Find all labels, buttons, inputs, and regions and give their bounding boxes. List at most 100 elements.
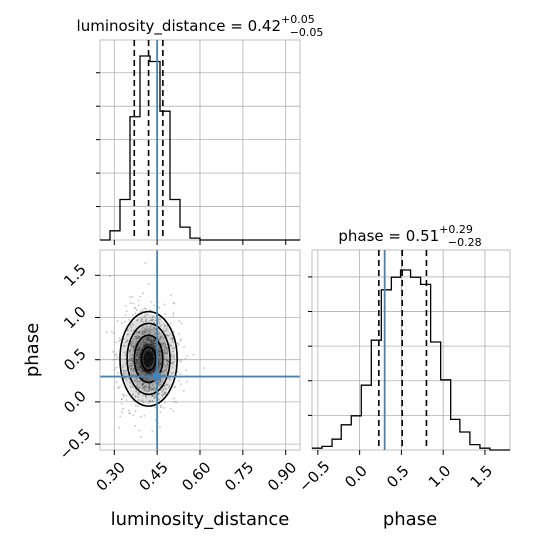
joint-sample-point [171, 366, 174, 369]
joint-sample-point [146, 328, 148, 331]
joint-sample-point [120, 322, 123, 325]
joint-sample-point [129, 296, 132, 298]
joint-sample-point [128, 349, 131, 352]
joint-sample-point [128, 359, 130, 361]
joint-sample-point [144, 262, 147, 264]
joint-sample-point [164, 392, 166, 394]
joint-sample-point [132, 345, 135, 348]
joint-sample-point [164, 345, 167, 348]
joint-sample-point [153, 370, 156, 373]
joint-sample-point [151, 350, 154, 353]
joint-sample-point [147, 386, 149, 388]
joint-sample-point [134, 343, 137, 346]
joint-sample-point [154, 319, 157, 322]
joint-sample-point [154, 396, 156, 399]
joint-sample-point [139, 330, 141, 333]
joint-sample-point [147, 343, 150, 346]
joint-sample-point [139, 353, 142, 356]
joint-sample-point [164, 392, 166, 394]
joint-sample-point [137, 405, 139, 408]
joint-sample-point [165, 368, 168, 371]
joint-sample-point [138, 372, 141, 375]
joint-sample-point [132, 386, 134, 388]
joint-sample-point [150, 373, 152, 376]
joint-sample-point [139, 366, 142, 369]
joint-sample-point [162, 370, 165, 373]
joint-sample-point [168, 377, 171, 380]
joint-sample-point [137, 349, 140, 352]
joint-sample-point [143, 370, 145, 373]
joint-sample-point [138, 336, 141, 339]
joint-sample-point [145, 318, 148, 321]
joint-sample-point [170, 322, 172, 325]
joint-sample-point [123, 369, 125, 372]
joint-sample-point [137, 358, 140, 361]
joint-sample-point [153, 342, 155, 345]
luminosity-distance-histogram [96, 39, 301, 245]
joint-sample-point [137, 336, 140, 338]
joint-sample-point [144, 319, 147, 322]
joint-sample-point [134, 410, 137, 412]
joint-sample-point [143, 330, 145, 333]
joint-sample-point [141, 308, 144, 311]
joint-sample-point [145, 394, 148, 397]
joint-density-layer [143, 350, 154, 368]
joint-contour [133, 334, 164, 384]
joint-sample-point [138, 380, 141, 383]
joint-sample-point [172, 354, 175, 357]
joint-sample-point [159, 406, 162, 409]
joint-sample-point [153, 358, 156, 361]
joint-sample-point [146, 337, 149, 340]
joint-sample-point [125, 373, 128, 375]
joint-sample-point [153, 389, 155, 392]
joint-sample-point [153, 333, 155, 336]
joint-sample-point [134, 306, 137, 309]
joint-sample-point [147, 339, 150, 342]
joint-sample-point [128, 412, 131, 415]
joint-sample-point [175, 401, 178, 404]
joint-sample-point [135, 362, 137, 364]
joint-sample-point [159, 362, 161, 365]
joint-sample-point [148, 367, 151, 370]
joint-sample-point [110, 330, 113, 333]
joint-sample-point [145, 338, 148, 341]
joint-sample-point [160, 389, 163, 392]
joint-sample-point [144, 388, 147, 391]
joint-sample-point [151, 341, 153, 343]
joint-sample-point [179, 373, 182, 375]
joint-sample-point [149, 348, 151, 351]
joint-sample-point [148, 330, 150, 332]
joint-sample-point [151, 343, 154, 346]
joint-sample-point [158, 399, 161, 401]
joint-sample-point [148, 388, 151, 391]
joint-sample-point [136, 337, 139, 340]
joint-sample-point [163, 349, 166, 352]
joint-sample-point [170, 337, 173, 339]
joint-sample-point [163, 343, 165, 345]
joint-sample-point [132, 370, 135, 372]
joint-sample-point [134, 337, 137, 340]
joint-sample-point [149, 367, 151, 369]
joint-sample-point [178, 333, 180, 335]
joint-contour [119, 310, 178, 407]
joint-sample-point [157, 366, 160, 369]
joint-sample-point [145, 370, 147, 373]
joint-sample-point [153, 387, 156, 390]
joint-sample-point [168, 384, 171, 387]
joint-sample-point [152, 330, 155, 332]
joint-sample-point [157, 364, 160, 366]
joint-sample-point [131, 354, 134, 356]
joint-sample-point [150, 338, 153, 341]
joint-sample-point [164, 401, 167, 404]
joint-sample-point [152, 343, 155, 345]
joint-sample-point [159, 363, 162, 366]
joint-sample-point [118, 337, 121, 339]
joint-sample-point [136, 355, 139, 358]
joint-sample-point [152, 338, 155, 341]
joint-sample-point [147, 344, 149, 347]
joint-sample-point [165, 365, 167, 368]
joint-sample-point [150, 319, 153, 321]
joint-sample-point [138, 352, 141, 355]
joint-sample-point [134, 312, 137, 315]
joint-sample-point [143, 344, 146, 347]
